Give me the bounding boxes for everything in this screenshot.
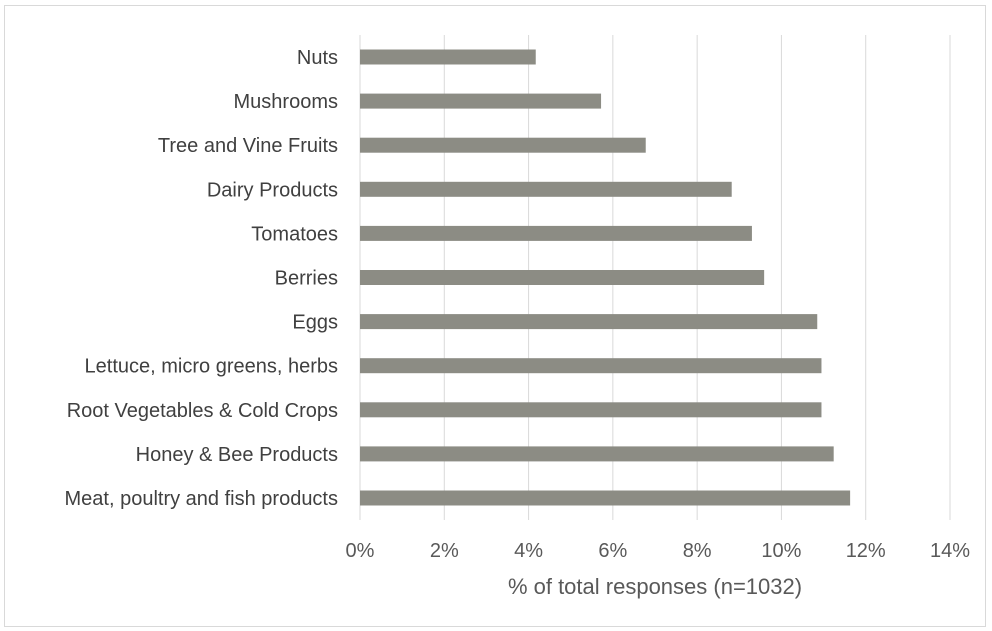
bar	[360, 181, 732, 197]
bar	[360, 446, 834, 462]
category-labels: Nuts Mushrooms Tree and Vine Fruits Dairy P…	[65, 47, 338, 510]
category-label: Meat, poultry and fish products	[65, 488, 338, 510]
category-label: Mushrooms	[234, 91, 338, 113]
category-label: Lettuce, micro greens, herbs	[85, 356, 338, 378]
category-label: Dairy Products	[207, 179, 338, 201]
x-tick-label: 2%	[430, 540, 459, 562]
x-tick-label: 12%	[846, 540, 886, 562]
x-tick-label: 6%	[598, 540, 627, 562]
category-label: Berries	[275, 268, 338, 290]
x-tick-label: 10%	[761, 540, 801, 562]
category-label: Root Vegetables & Cold Crops	[67, 400, 338, 422]
x-axis-title: % of total responses (n=1032)	[508, 574, 802, 599]
category-label: Honey & Bee Products	[136, 444, 338, 466]
category-label: Tree and Vine Fruits	[158, 135, 338, 157]
x-tick-label: 0%	[346, 540, 375, 562]
x-tick-label: 8%	[683, 540, 712, 562]
x-tick-label: 4%	[514, 540, 543, 562]
category-label: Eggs	[292, 312, 338, 334]
bar	[360, 314, 818, 330]
x-tick-labels: 0% 2% 4% 6% 8% 10% 12% 14%	[346, 540, 971, 562]
bar	[360, 358, 822, 374]
x-tick-label: 14%	[930, 540, 970, 562]
bars	[360, 49, 851, 506]
bar	[360, 49, 536, 65]
bar	[360, 93, 602, 109]
bar	[360, 270, 765, 285]
bar	[360, 225, 752, 241]
category-label: Nuts	[297, 47, 338, 69]
category-label: Tomatoes	[251, 223, 338, 245]
bar	[360, 402, 822, 418]
bar	[360, 137, 646, 153]
bar	[360, 490, 851, 506]
